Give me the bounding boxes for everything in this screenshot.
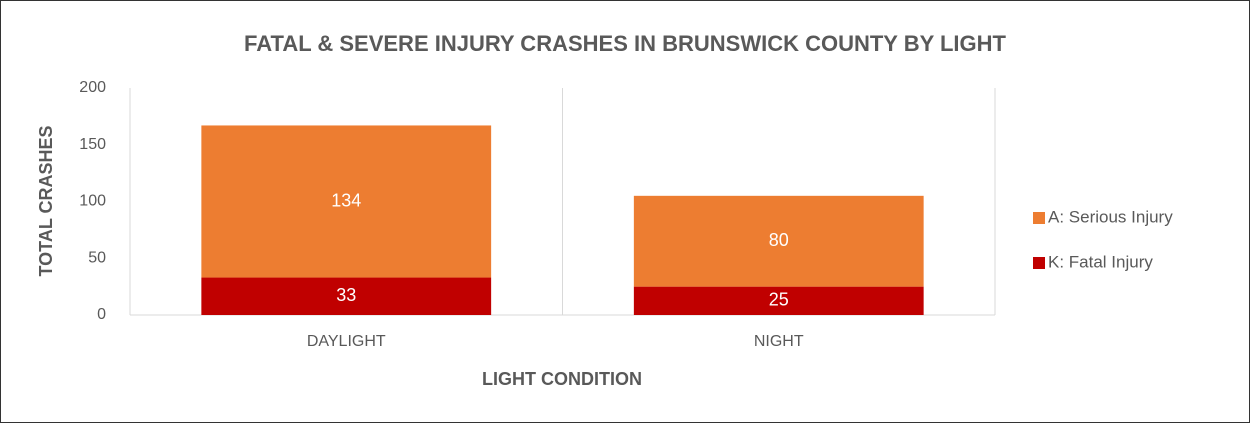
data-label: 33 [336,285,356,305]
bar-segment [201,277,492,315]
x-tick-label: DAYLIGHT [307,333,386,350]
y-tick-label: 200 [79,79,106,96]
y-tick-label: 50 [88,249,106,266]
bar-segment [633,286,924,315]
y-tick-label: 0 [97,306,106,323]
legend-swatch [1033,212,1045,224]
legend-swatch [1033,257,1045,269]
y-axis-label: TOTAL CRASHES [36,125,56,276]
legend-label: A: Serious Injury [1048,207,1173,226]
data-label: 80 [769,230,789,250]
y-tick-label: 150 [79,136,106,153]
y-tick-label: 100 [79,193,106,210]
bar-segment [633,195,924,287]
x-tick-label: NIGHT [754,333,804,350]
data-label: 134 [331,190,361,210]
bar-segment [201,125,492,278]
x-axis-label: LIGHT CONDITION [482,369,642,389]
chart-title: FATAL & SEVERE INJURY CRASHES IN BRUNSWI… [244,31,1006,56]
legend-label: K: Fatal Injury [1048,252,1153,271]
data-label: 25 [769,290,789,310]
